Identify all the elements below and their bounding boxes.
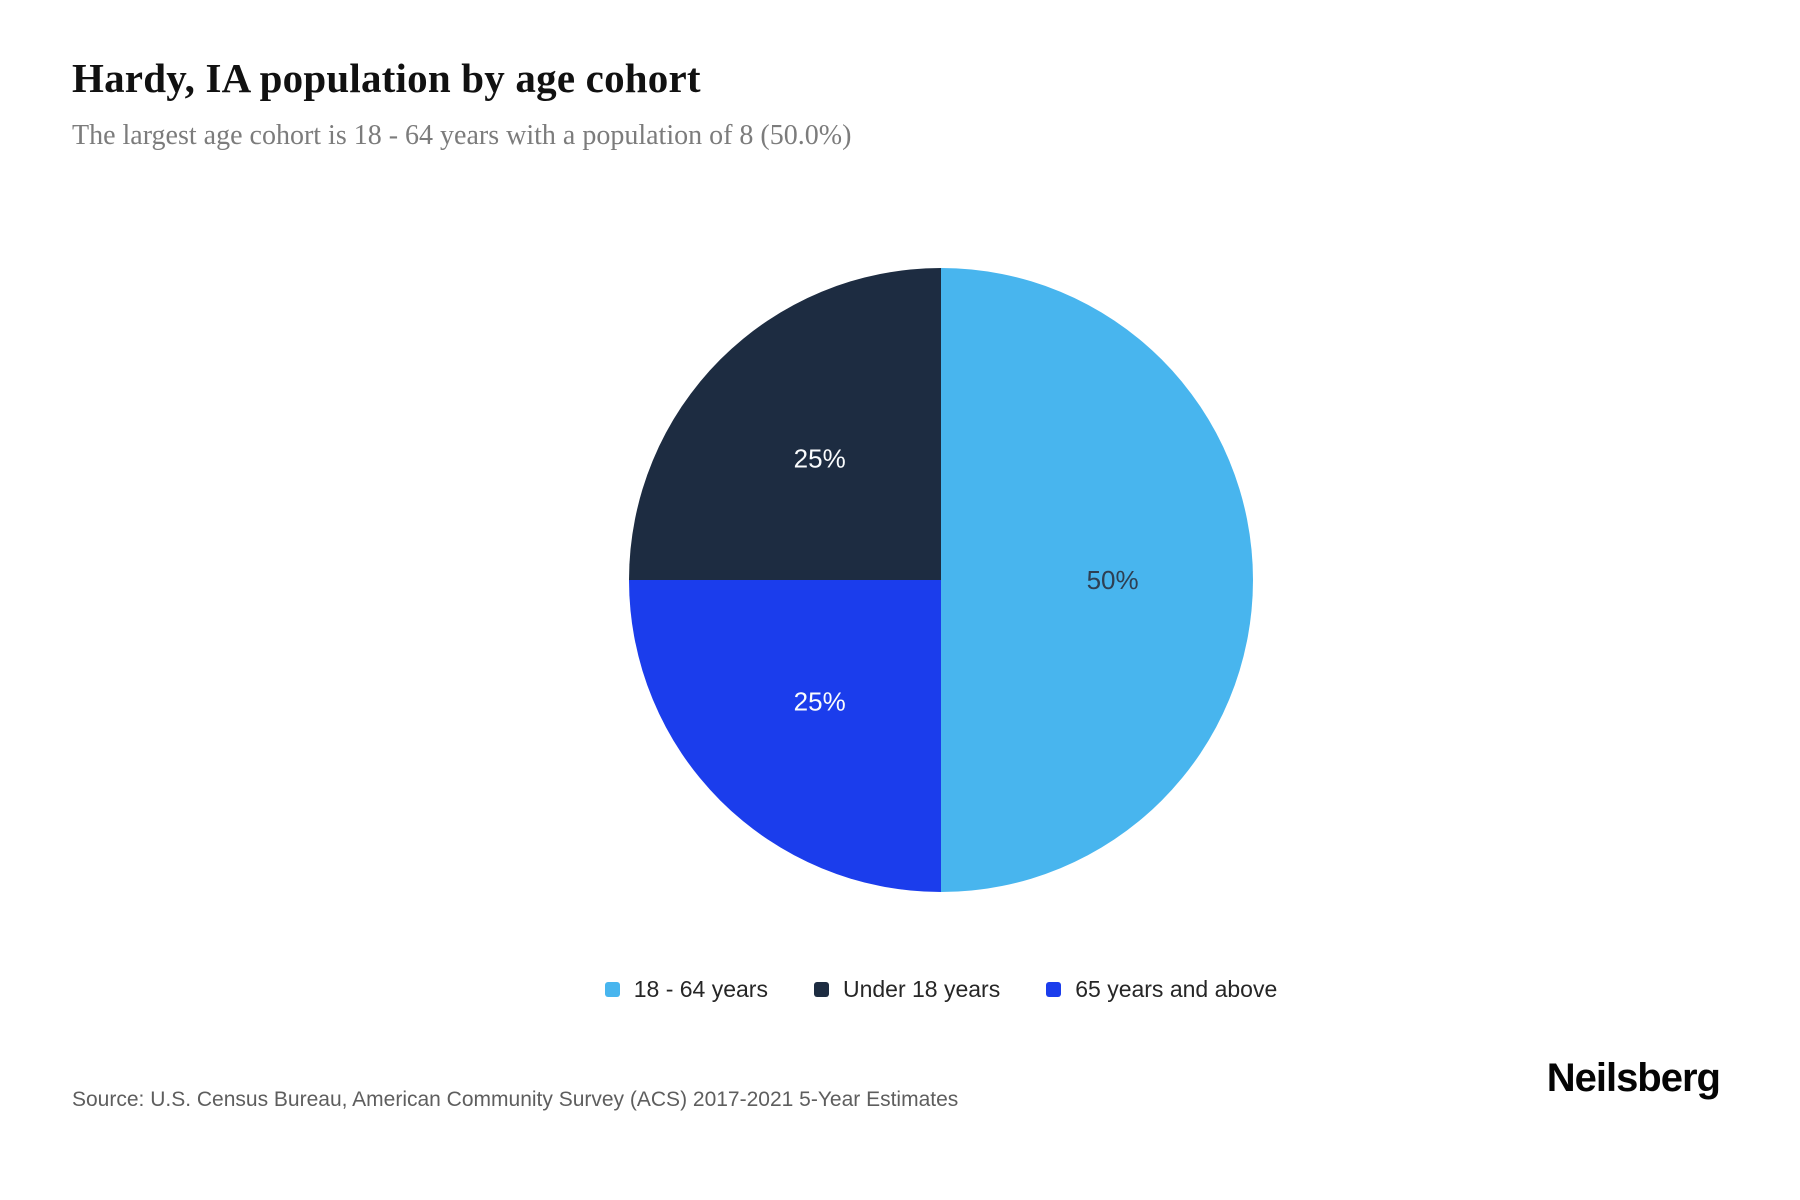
legend-item-0[interactable]: 18 - 64 years [604,976,768,1003]
pie-slice-label-1: 25% [794,686,846,716]
legend-label: 18 - 64 years [633,976,768,1002]
legend-swatch-icon [604,982,620,997]
pie-slice-label-2: 25% [794,444,846,474]
chart-subtitle: The largest age cohort is 18 - 64 years … [72,120,852,151]
legend-swatch-icon [813,982,829,997]
chart-legend: 18 - 64 years Under 18 years 65 years and … [82,976,1800,1003]
pie-slice-1[interactable] [629,580,941,892]
legend-item-2[interactable]: 65 years and above [1046,976,1277,1003]
neilsberg-logo[interactable]: Neilsberg [1546,1056,1721,1100]
legend-label: 65 years and above [1075,976,1278,1002]
pie-slice-label-0: 50% [1087,565,1139,595]
pie-slice-2[interactable] [629,268,941,580]
legend-label: Under 18 years [842,976,1001,1002]
source-text: Source: U.S. Census Bureau, American Com… [72,1088,959,1111]
pie-slice-0[interactable] [941,268,1253,892]
chart-title: Hardy, IA population by age cohort [72,55,701,101]
legend-swatch-icon [1046,982,1062,997]
legend-item-1[interactable]: Under 18 years [813,976,1001,1003]
